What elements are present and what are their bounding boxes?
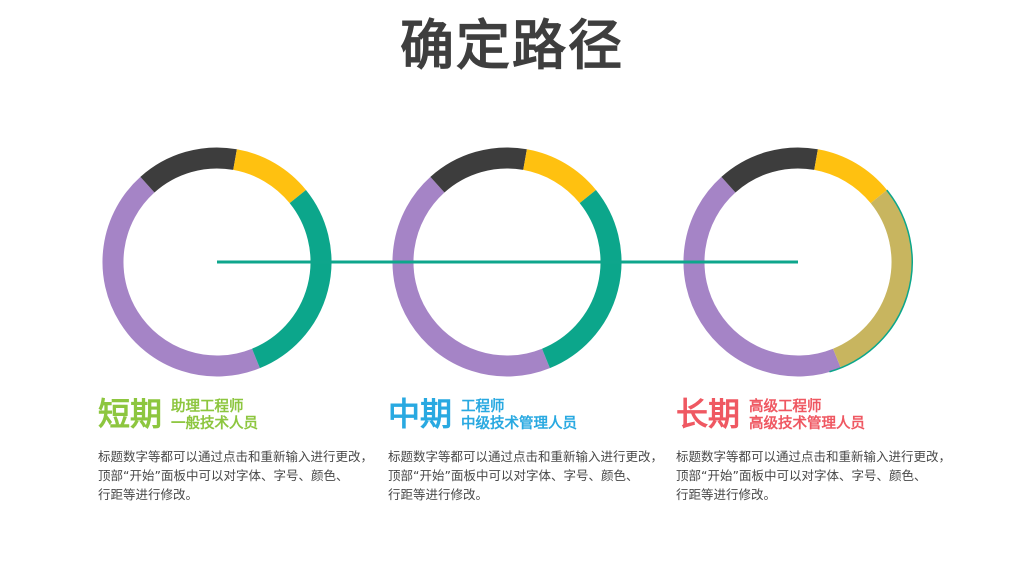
column-short-term: 短期 助理工程师 一般技术人员 标题数字等都可以通过点击和重新输入进行更改， 顶…	[98, 396, 374, 504]
slide-title: 确定路径	[400, 14, 624, 77]
body-text: 标题数字等都可以通过点击和重新输入进行更改， 顶部“开始”面板中可以对字体、字号…	[676, 447, 952, 504]
period-label: 长期	[676, 395, 741, 433]
body-line: 顶部“开始”面板中可以对字体、字号、颜色、	[388, 467, 639, 483]
role-lines: 高级工程师 高级技术管理人员	[749, 396, 865, 434]
ring-segment-yellow	[232, 149, 306, 204]
ring-segment-purple	[392, 176, 550, 377]
period-label: 中期	[388, 395, 453, 433]
role-lines: 助理工程师 一般技术人员	[171, 396, 258, 434]
ring-segment-dark	[721, 147, 818, 193]
period-heading: 中期 工程师 中级技术管理人员	[388, 396, 646, 434]
body-text: 标题数字等都可以通过点击和重新输入进行更改， 顶部“开始”面板中可以对字体、字号…	[388, 447, 664, 504]
body-line: 顶部“开始”面板中可以对字体、字号、颜色、	[98, 467, 349, 483]
ring-segment-yellow	[522, 149, 596, 204]
body-line: 行距等进行修改。	[388, 486, 489, 502]
role-line: 高级工程师	[749, 399, 822, 415]
ring-segment-teal	[541, 189, 622, 369]
role-line: 一般技术人员	[171, 416, 259, 433]
body-text: 标题数字等都可以通过点击和重新输入进行更改， 顶部“开始”面板中可以对字体、字号…	[98, 447, 374, 504]
column-long-term: 长期 高级工程师 高级技术管理人员 标题数字等都可以通过点击和重新输入进行更改，…	[676, 396, 952, 504]
body-line: 顶部“开始”面板中可以对字体、字号、颜色、	[676, 467, 927, 483]
ring-segment-olive	[832, 189, 913, 369]
body-line: 行距等进行修改。	[98, 486, 199, 502]
body-line: 标题数字等都可以通过点击和重新输入进行更改，	[676, 448, 952, 464]
column-mid-term: 中期 工程师 中级技术管理人员 标题数字等都可以通过点击和重新输入进行更改， 顶…	[388, 396, 664, 504]
ring-segment-teal	[251, 189, 332, 369]
role-line: 高级技术管理人员	[749, 416, 866, 433]
body-line: 标题数字等都可以通过点击和重新输入进行更改，	[98, 448, 374, 464]
ring-outline	[829, 189, 913, 373]
ring-segment-dark	[140, 147, 237, 193]
period-heading: 短期 助理工程师 一般技术人员	[98, 396, 356, 434]
ring-segment-purple	[683, 176, 841, 377]
period-label: 短期	[98, 395, 163, 433]
ring-segment-dark	[430, 147, 527, 193]
body-line: 标题数字等都可以通过点击和重新输入进行更改，	[388, 448, 664, 464]
role-line: 中级技术管理人员	[461, 416, 578, 433]
role-line: 助理工程师	[171, 399, 244, 415]
ring-segment-purple	[102, 176, 260, 377]
period-heading: 长期 高级工程师 高级技术管理人员	[676, 396, 934, 434]
role-lines: 工程师 中级技术管理人员	[461, 396, 577, 434]
ring-segment-yellow	[813, 149, 887, 204]
role-line: 工程师	[461, 399, 505, 415]
body-line: 行距等进行修改。	[676, 486, 777, 502]
